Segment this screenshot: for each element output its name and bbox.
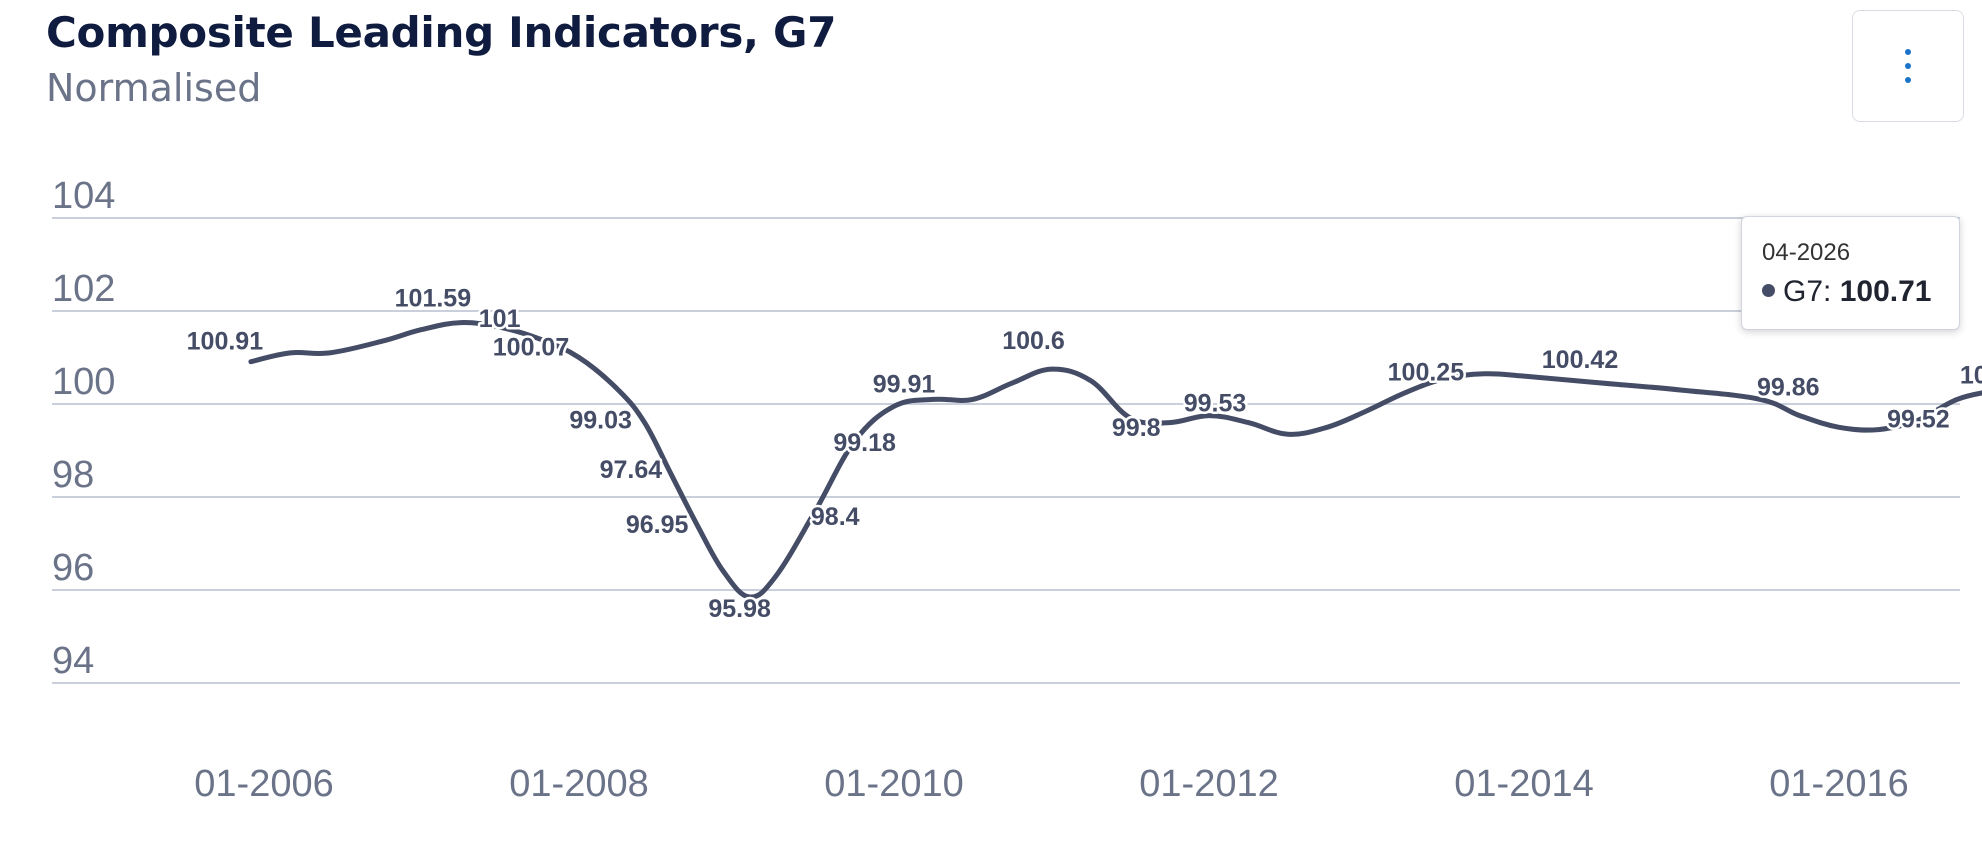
x-tick-label: 01-2012 [1139,763,1278,805]
data-label: 97.64 [600,456,663,484]
y-tick-label: 98 [52,454,94,496]
y-tick-label: 96 [52,547,94,589]
data-label: 100.2 [1960,361,1982,389]
data-label: 100.91 [187,328,264,356]
tooltip-value: 100.71 [1839,275,1932,308]
data-label: 96.95 [626,511,689,539]
gridlines [52,217,1960,684]
data-label: 99.52 [1887,406,1950,434]
data-label: 101 [479,305,521,333]
y-tick-label: 102 [52,268,115,310]
x-axis-tick-labels: 01-2006 01-2008 01-2010 01-2012 01-2014 01-20… [194,763,1908,805]
x-tick-label: 01-2008 [509,763,648,805]
data-label: 100.42 [1542,346,1618,374]
x-tick-label: 01-2006 [194,763,333,805]
x-tick-label: 01-2010 [824,763,963,805]
data-label: 100.07 [493,334,569,362]
series-line-g7 [248,320,1982,600]
tooltip-date: 04-2026 [1762,239,1851,266]
data-label: 99.86 [1757,373,1820,401]
y-tick-label: 104 [52,175,115,217]
x-tick-label: 01-2014 [1454,763,1593,805]
series-dot-icon [1762,283,1775,297]
chart-title: Composite Leading Indicators, G7 [46,8,837,57]
tooltip-row: G7: 100.71 [1762,275,1931,309]
y-axis-tick-labels: 94 96 98 100 102 104 [52,175,115,682]
chart-menu-button[interactable] [1852,10,1964,122]
data-label: 98.4 [811,503,860,531]
data-label: 99.53 [1184,390,1247,418]
data-label: 99.91 [873,370,936,398]
vertical-ellipsis-icon [1905,49,1911,83]
y-tick-label: 94 [52,640,94,682]
tooltip: 04-2026 G7: 100.71 [1741,216,1960,330]
data-label: 100.25 [1388,358,1465,386]
data-label: 99.18 [833,429,896,457]
data-label: 99.03 [569,407,632,435]
tooltip-series-label: G7 [1783,275,1824,308]
data-label: 100.6 [1002,327,1065,355]
data-label: 101.59 [395,285,471,313]
data-label: 95.98 [708,595,771,623]
y-tick-label: 100 [52,361,115,403]
chart-subtitle: Normalised [46,66,262,110]
x-tick-label: 01-2016 [1769,763,1908,805]
tooltip-separator: : [1823,275,1832,308]
data-label: 99.8 [1112,414,1161,442]
